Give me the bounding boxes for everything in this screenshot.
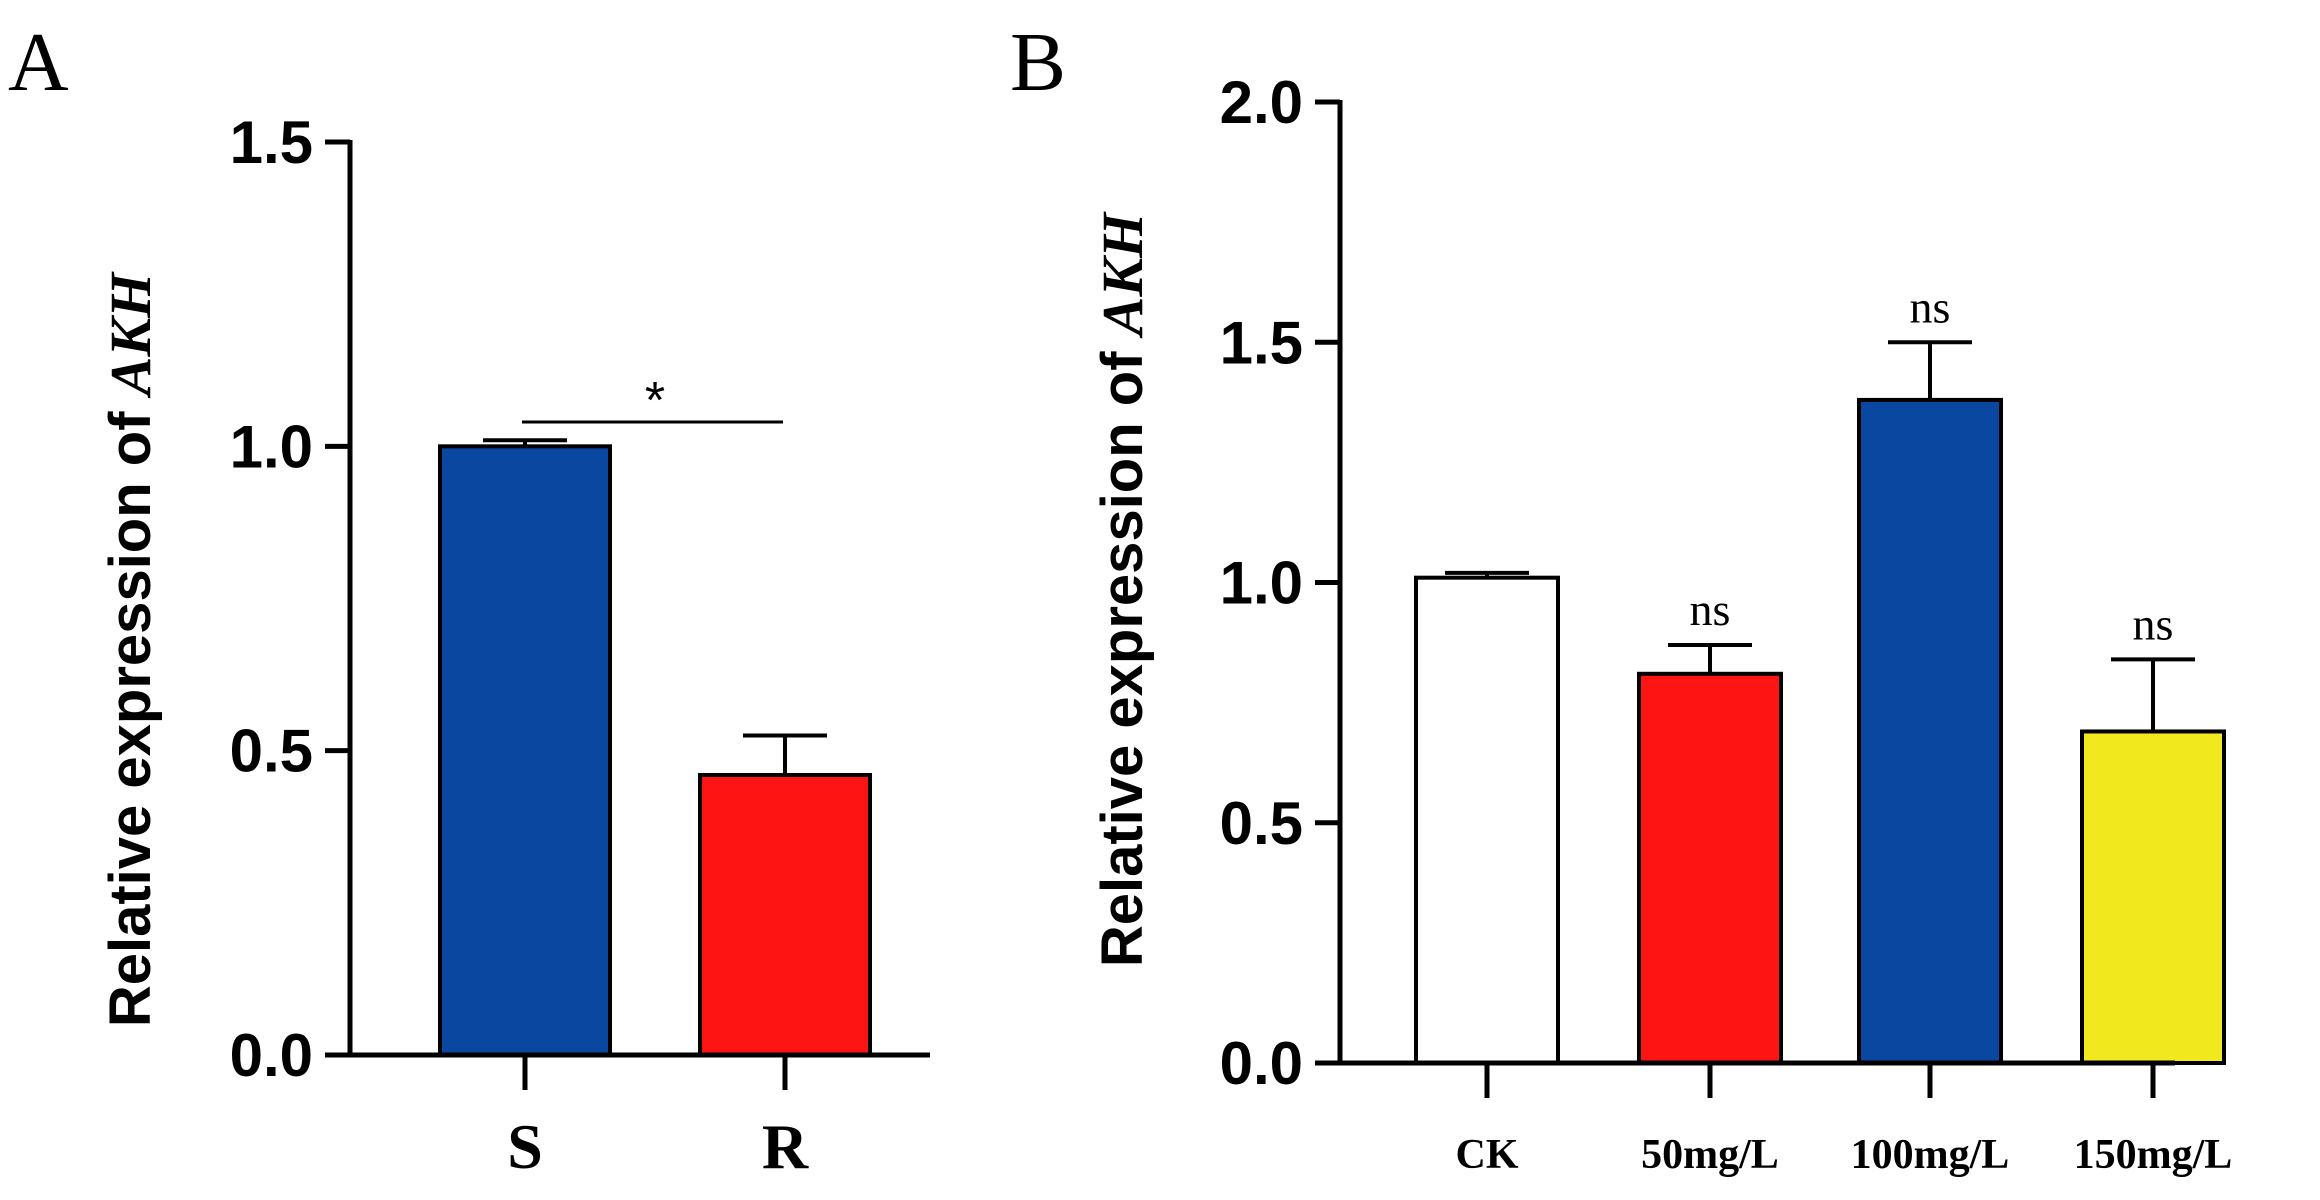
panel-b-bar-1	[1637, 671, 1783, 1065]
panel-b-annotation-2: ns	[1910, 281, 1951, 332]
panel-b-x-tick-label-1: 50mg/L	[1641, 1132, 1779, 1178]
panel-b-y-tick-label-4: 2.0	[1220, 69, 1303, 136]
panel-a-y-tick-label-1: 0.5	[230, 718, 313, 785]
panel-a-y-tick-label-3: 1.5	[230, 109, 313, 176]
panel-a-significance-label: *	[645, 372, 665, 430]
panel-a-letter: A	[8, 16, 69, 109]
panel-a-bar-1	[698, 773, 872, 1057]
panel-a: A S R 0.0 0.5 1.0 1.5 * Relative expression of…	[8, 16, 930, 1182]
panel-a-x-tick-label-1: R	[762, 1111, 809, 1182]
panel-b-annotation-3: ns	[2133, 598, 2174, 649]
panel-b-x-tick-label-0: CK	[1456, 1132, 1519, 1178]
panel-b-bar-0	[1414, 575, 1560, 1065]
panel-b-y-axis-label: Relative expression of AKH	[1090, 211, 1155, 967]
panel-b-annotation-1: ns	[1690, 584, 1731, 635]
panel-a-y-tick-label-0: 0.0	[230, 1022, 313, 1089]
panel-a-x-tick-label-0: S	[507, 1111, 543, 1182]
panel-b-y-tick-label-2: 1.0	[1220, 550, 1303, 617]
panel-a-y-axis-label: Relative expression of AKH	[98, 271, 163, 1027]
panel-b-bar-2	[1857, 397, 2003, 1066]
panel-a-bar-0	[438, 444, 612, 1058]
panel-b-plot: CK 50mg/L ns 100mg/L ns 150mg/L ns 0.0 0.5 1.0 1.5…	[1220, 69, 2233, 1178]
panel-a-y-tick-label-2: 1.0	[230, 413, 313, 480]
panel-b: B CK 50mg/L ns 100mg/L ns 150mg/L ns 0.0 0.5 1.0 1…	[1010, 16, 2232, 1178]
panel-b-y-tick-label-3: 1.5	[1220, 309, 1303, 376]
panel-b-x-tick-label-3: 150mg/L	[2074, 1132, 2233, 1178]
panel-a-plot: S R 0.0 0.5 1.0 1.5 *	[230, 109, 930, 1182]
panel-b-letter: B	[1010, 16, 1066, 109]
panel-b-bar-3	[2080, 729, 2226, 1066]
panel-b-y-tick-label-0: 0.0	[1220, 1030, 1303, 1097]
panel-b-y-tick-label-1: 0.5	[1220, 790, 1303, 857]
panel-b-x-tick-label-2: 100mg/L	[1851, 1132, 2010, 1178]
